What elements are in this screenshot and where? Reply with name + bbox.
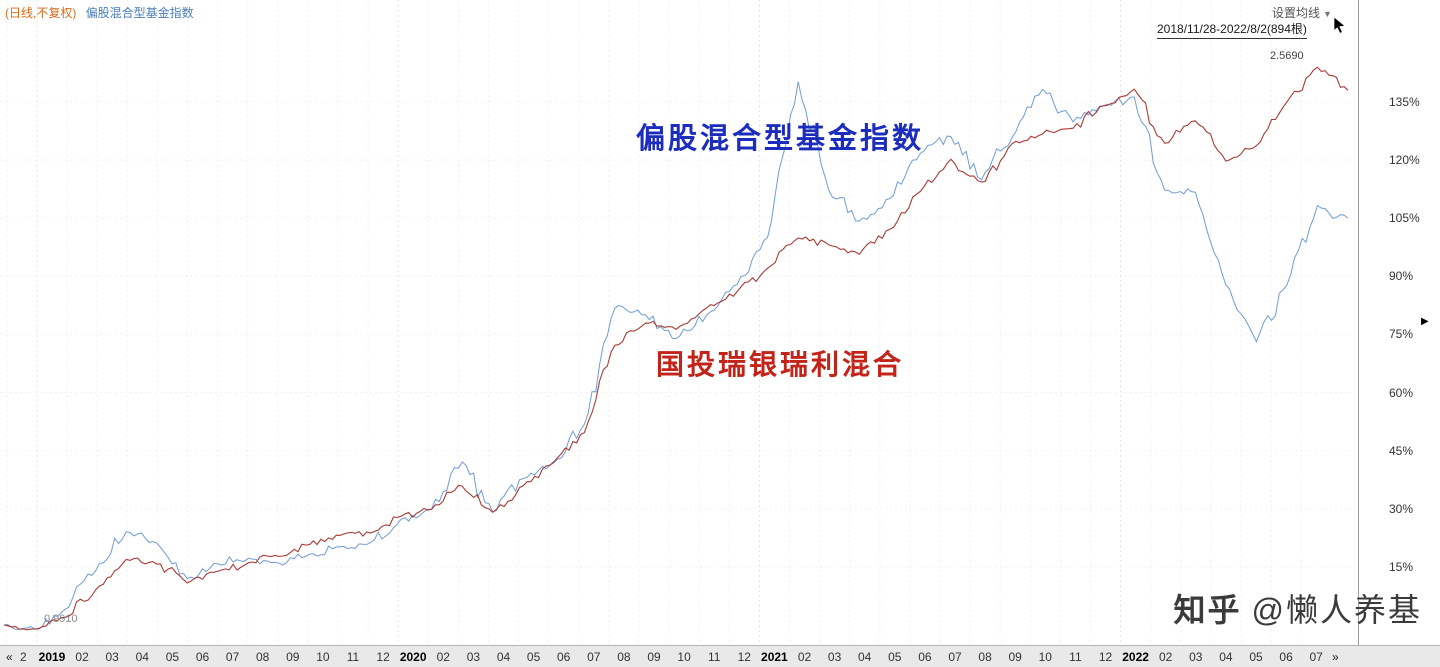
x-tick-label: 05 [165, 650, 180, 664]
x-tick-label: 03 [1189, 650, 1203, 664]
x-tick-label: 2020 [399, 650, 427, 664]
symbol-title: 偏股混合型基金指数 [85, 6, 194, 20]
x-tick-label: 04 [1219, 650, 1233, 664]
x-tick-label: 07 [587, 650, 601, 664]
x-axis: « 2 2019 02 03 04 05 06 07 08 09 10 11 12 2020 02 03 04… [0, 645, 1440, 667]
x-tick-label: 2022 [1122, 650, 1149, 664]
x-tick-label: 10 [677, 650, 691, 664]
x-tick-label: 12 [376, 650, 390, 664]
x-tick-label: 03 [466, 650, 481, 664]
y-tick-label: 15% [1389, 559, 1414, 574]
x-tick-label: 2021 [761, 650, 788, 664]
x-tick-label: 02 [1159, 650, 1173, 664]
y-tick-label: 60% [1389, 385, 1414, 400]
x-tick-label: 08 [617, 650, 631, 664]
x-tick-label: 05 [1249, 650, 1263, 664]
expand-right-marker[interactable]: ▶ [1421, 316, 1429, 327]
x-tick-label: 11 [1069, 650, 1082, 664]
y-tick-label: 135% [1389, 94, 1420, 109]
watermark-brand: 知乎 [1173, 592, 1242, 628]
period-mode-label: (日线,不复权) [5, 6, 77, 20]
y-tick-label: 120% [1389, 153, 1420, 167]
y-axis: 15% 30% 45% 60% 75% 90% 105% 120% 135% [1358, 0, 1440, 645]
x-tick-label: 12 [737, 650, 751, 664]
high-value-annotation: 2.5690 [1270, 50, 1304, 62]
x-tick-label: 04 [496, 650, 511, 664]
x-tick-label: 02 [436, 650, 450, 664]
series-label-fund: 国投瑞银瑞利混合 [655, 350, 905, 381]
x-tick-label: 10 [316, 650, 330, 664]
chevron-down-icon: ▼ [1323, 9, 1332, 19]
x-tick-label: 04 [858, 650, 872, 664]
x-tick-label: 07 [948, 650, 962, 664]
x-tick-label: 02 [75, 650, 89, 664]
x-tick-label: 11 [707, 650, 721, 664]
date-range-link[interactable]: 2018/11/28-2022/8/2(894根) [1157, 20, 1307, 39]
x-tick-label: 07 [225, 650, 240, 664]
x-tick-label: 09 [647, 650, 661, 664]
x-tick-label: 12 [1098, 650, 1113, 664]
scroll-right-button[interactable]: » [1332, 650, 1339, 664]
chart-canvas[interactable] [0, 0, 1358, 645]
x-tick-label: 2019 [38, 650, 66, 664]
x-tick-label: 06 [918, 650, 932, 664]
x-tick-label: 07 [1309, 650, 1323, 664]
y-tick-label: 45% [1389, 443, 1414, 458]
x-tick-label: 08 [256, 650, 270, 664]
chart-header: (日线,不复权) 偏股混合型基金指数 [5, 4, 194, 21]
x-tick-label: 04 [135, 650, 149, 664]
x-tick-label: 09 [1008, 650, 1022, 664]
x-tick-label: 08 [978, 650, 992, 664]
x-tick-label: 06 [557, 650, 571, 664]
scroll-left-button[interactable]: « [6, 650, 13, 664]
watermark: 知乎 @懒人养基 [1173, 585, 1422, 631]
x-tick-partial-label: 2 [20, 650, 27, 664]
x-tick-label: 05 [888, 650, 902, 664]
y-tick-label: 30% [1389, 501, 1414, 516]
series-label-fund-index: 偏股混合型基金指数 [635, 123, 925, 155]
ma-setting-label: 设置均线 [1272, 6, 1321, 20]
x-tick-label: 10 [1038, 650, 1052, 664]
watermark-handle: @懒人养基 [1251, 592, 1422, 628]
x-tick-label: 06 [195, 650, 210, 664]
x-tick-label: 03 [827, 650, 842, 664]
y-tick-label: 75% [1389, 327, 1414, 342]
x-tick-label: 09 [286, 650, 300, 664]
x-tick-label: 05 [526, 650, 541, 664]
x-tick-label: 11 [346, 650, 360, 664]
y-tick-label: 105% [1389, 211, 1420, 226]
x-tick-label: 03 [105, 650, 119, 664]
ma-setting-button[interactable]: 设置均线 ▼ [1272, 4, 1332, 21]
x-tick-label: 06 [1279, 650, 1293, 664]
mouse-cursor-icon [1333, 17, 1346, 34]
y-tick-label: 90% [1389, 269, 1414, 284]
low-value-annotation: 0.9910 [44, 613, 78, 625]
x-tick-label: 02 [797, 650, 812, 664]
